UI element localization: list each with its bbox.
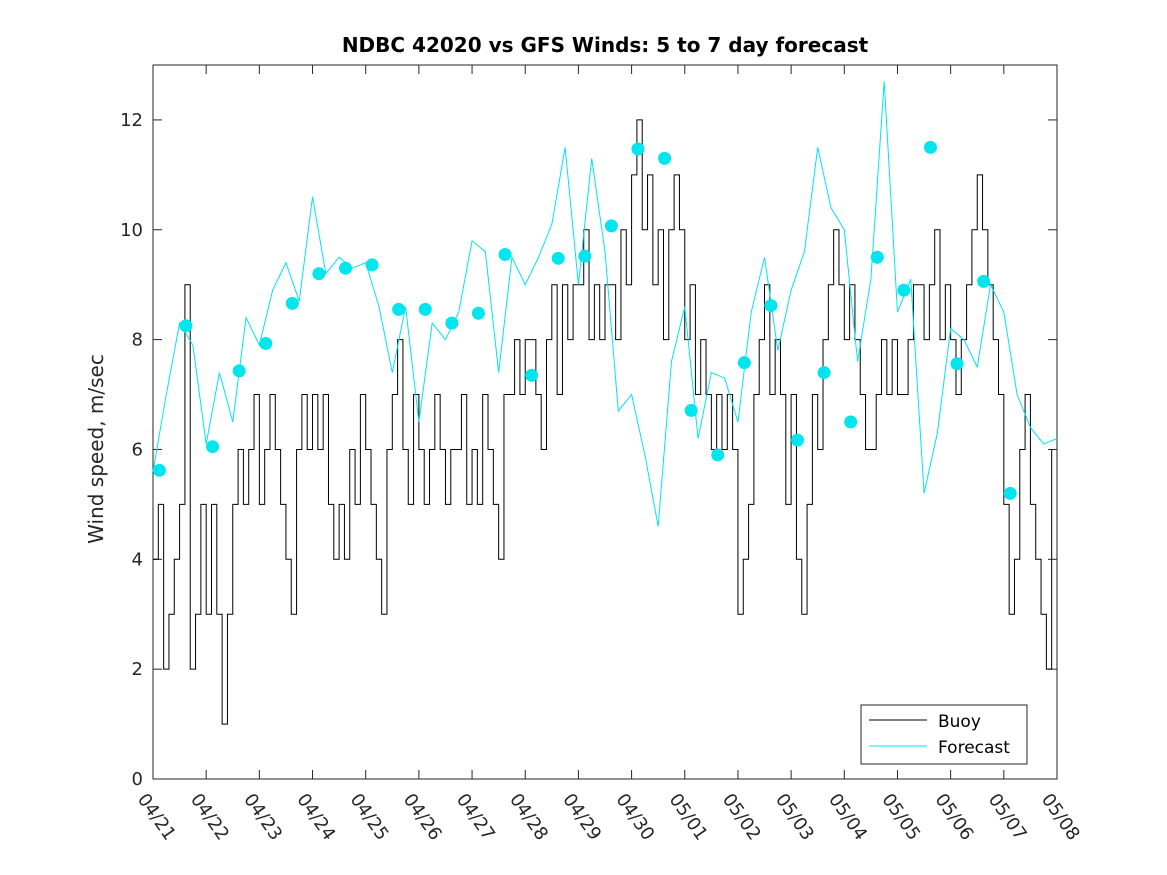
forecast-marker [790,433,804,447]
legend-box [860,704,1028,765]
forecast-marker [711,448,725,462]
y-tick-label: 12 [120,110,143,131]
forecast-marker [604,219,618,233]
forecast-marker [578,249,592,263]
forecast-marker [950,357,964,371]
forecast-marker [232,364,246,378]
y-axis-ticks: 0 2 4 6 8 10 12 [120,110,1057,790]
forecast-markers [152,140,1017,500]
forecast-marker [498,247,512,261]
forecast-marker [312,267,326,281]
forecast-marker [764,299,778,313]
forecast-marker [179,319,193,333]
y-tick-label: 8 [132,330,143,351]
forecast-marker [445,316,459,330]
legend-label-forecast: Forecast [938,738,1010,758]
plot-area [152,64,1058,780]
legend-label-buoy: Buoy [938,712,981,732]
forecast-marker [285,296,299,310]
forecast-marker [338,261,352,275]
y-axis-label: Wind speed, m/sec [84,354,108,544]
forecast-marker [392,302,406,316]
forecast-marker [817,366,831,380]
forecast-marker [551,251,565,265]
forecast-marker [471,306,485,320]
forecast-marker [897,283,911,297]
chart-title: NDBC 42020 vs GFS Winds: 5 to 7 day fore… [342,33,869,57]
forecast-marker [525,368,539,382]
forecast-marker [658,151,672,165]
forecast-marker [152,463,166,477]
forecast-marker [977,274,991,288]
y-tick-label: 10 [120,220,143,241]
forecast-marker [684,403,698,417]
forecast-marker [1003,486,1017,500]
axes-box [152,64,1058,780]
forecast-marker [737,356,751,370]
y-tick-label: 0 [132,769,143,790]
legend: Buoy Forecast [860,704,1028,765]
forecast-marker [206,440,220,454]
forecast-marker [418,302,432,316]
y-tick-label: 4 [132,549,143,570]
y-tick-label: 2 [132,659,143,680]
forecast-marker [923,140,937,154]
forecast-marker [870,250,884,264]
forecast-marker [844,415,858,429]
forecast-marker [259,336,273,350]
series-line-buoy [153,119,1053,725]
y-tick-label: 6 [132,439,143,460]
forecast-marker [631,142,645,156]
forecast-marker [365,258,379,272]
